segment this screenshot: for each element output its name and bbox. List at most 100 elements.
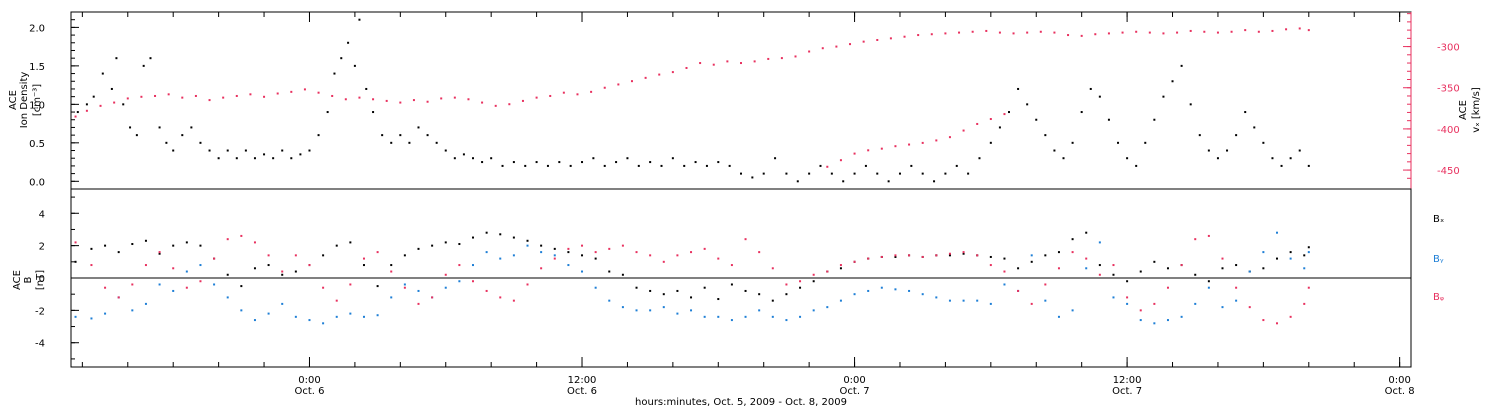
- field-series-1-point-46: [703, 315, 706, 318]
- field-series-0-point-77: [1126, 280, 1129, 283]
- top-series-1-point-73: [1067, 34, 1070, 37]
- top-series-0-point-5: [115, 57, 118, 60]
- top-series-0-point-55: [546, 164, 549, 167]
- top-series-0-point-114: [1171, 80, 1174, 83]
- field-series-1-point-52: [785, 319, 788, 322]
- top-series-0-point-74: [762, 172, 765, 175]
- field-series-2-point-34: [540, 267, 543, 270]
- top-series-0-point-36: [365, 87, 368, 90]
- field-series-0-point-68: [1003, 257, 1006, 260]
- top-series-0-point-44: [435, 141, 438, 144]
- field-series-2-point-43: [662, 260, 665, 263]
- top-series-0-point-90: [944, 172, 947, 175]
- field-series-0-point-73: [1071, 238, 1074, 241]
- x-tick-date-4: Oct. 8: [1385, 386, 1415, 397]
- field-series-2-point-83: [1207, 234, 1210, 237]
- top-series-1-point-9: [194, 94, 197, 97]
- field-series-2-point-19: [335, 299, 338, 302]
- field-series-2-point-70: [1030, 302, 1033, 305]
- field-series-2-point-39: [608, 247, 611, 250]
- top-series-1-point-90: [1298, 27, 1301, 30]
- top-series-1-point-30: [481, 101, 484, 104]
- field-series-2-point-26: [431, 296, 434, 299]
- field-series-0-point-74: [1085, 231, 1088, 234]
- top-series-0-point-37: [372, 111, 375, 114]
- top-series-1-point-77: [1121, 31, 1124, 34]
- field-series-2-point-47: [717, 257, 720, 260]
- top-series-0-point-56: [558, 161, 561, 164]
- field-series-1-point-16: [294, 315, 297, 318]
- top-series-0-point-72: [740, 172, 742, 175]
- top-series-0-point-31: [333, 72, 336, 75]
- top-series-0-point-14: [181, 134, 184, 137]
- top-series-0-point-12: [165, 141, 168, 144]
- top-series-1-point-79: [1148, 31, 1151, 34]
- field-series-1-point-72: [1057, 315, 1060, 318]
- top-series-0-point-9: [142, 64, 145, 67]
- x-axis-title: hours:minutes, Oct. 5, 2009 - Oct. 8, 20…: [635, 397, 847, 408]
- top-series-1-point-37: [576, 93, 579, 96]
- field-series-0-point-2: [104, 244, 107, 247]
- field-series-1-point-88: [1276, 231, 1278, 234]
- velocity-y-axis: -300 -350 -400 -450: [1403, 12, 1460, 189]
- field-series-1-point-85: [1235, 299, 1238, 302]
- top-series-0-point-49: [481, 161, 484, 164]
- field-series-2-point-2: [104, 286, 107, 289]
- top-series-0-point-88: [921, 172, 924, 175]
- top-series-0-point-11: [158, 126, 161, 129]
- top-series-1-point-34: [535, 96, 538, 99]
- legend-entry-1: Bᵧ: [1433, 254, 1444, 265]
- top-series-0-point-86: [898, 172, 901, 175]
- top-series-0-point-97: [1017, 87, 1020, 90]
- field-series-0-point-45: [690, 296, 693, 299]
- field-series-0-point-23: [390, 264, 393, 267]
- field-series-2-point-1: [90, 264, 93, 267]
- field-series-0-point-1: [90, 247, 93, 250]
- top-series-0-point-57: [569, 164, 572, 167]
- field-series-1-point-11: [226, 296, 229, 299]
- field-series-1-point-36: [567, 264, 570, 267]
- top-series-1-point-67: [985, 29, 988, 32]
- field-series-0-point-7: [172, 244, 175, 247]
- top-series-1-point-51: [767, 57, 770, 60]
- field-series-0-point-54: [812, 280, 815, 283]
- top-series-0-point-84: [876, 172, 879, 175]
- top-series-0-point-78: [808, 172, 811, 175]
- field-series-0-point-30: [485, 231, 488, 234]
- top-series-0-point-100: [1044, 134, 1047, 137]
- field-series-1-point-64: [948, 299, 951, 302]
- field-series-2-point-81: [1180, 264, 1183, 267]
- field-series-1-point-23: [390, 296, 393, 299]
- field-series-1-point-55: [826, 306, 829, 309]
- top-series-0-point-117: [1198, 134, 1201, 137]
- velocity-axis-label-2: vₓ [km/s]: [1471, 87, 1482, 133]
- field-series-1-point-76: [1112, 296, 1115, 299]
- field-series-1-point-1: [90, 317, 93, 320]
- field-series-1-point-44: [676, 312, 679, 315]
- density-tick-label-2: 1.0: [29, 100, 45, 111]
- top-series-0-point-2: [92, 95, 95, 98]
- field-series-2-point-68: [1003, 270, 1006, 273]
- velocity-axis-label-1: ACE: [1458, 100, 1469, 120]
- top-series-1-point-60: [889, 37, 892, 40]
- top-series-0-point-23: [263, 153, 266, 156]
- field-series-2-point-51: [771, 267, 774, 270]
- top-series-1-point-31: [494, 104, 497, 107]
- top-series-0-point-6: [122, 103, 125, 106]
- top-series-0-point-62: [626, 157, 629, 160]
- field-series-0-point-83: [1207, 280, 1210, 283]
- top-series-1-point-33: [521, 99, 524, 102]
- field-series-2-point-17: [308, 264, 311, 267]
- field-series-2-point-44: [676, 254, 679, 257]
- top-series-1-point-18: [317, 91, 320, 94]
- field-series-1-point-84: [1221, 306, 1224, 309]
- top-series-0-point-43: [426, 134, 429, 137]
- field-series-0-point-43: [662, 293, 665, 296]
- top-series-0-point-59: [592, 157, 595, 160]
- top-series-2-point-2: [853, 152, 856, 155]
- field-series-1-point-54: [812, 309, 815, 312]
- field-series-2-point-10: [213, 257, 216, 260]
- field-series-1-point-39: [608, 299, 611, 302]
- field-series-0-point-85: [1235, 264, 1238, 267]
- field-axis-label-3: [nT]: [35, 270, 46, 290]
